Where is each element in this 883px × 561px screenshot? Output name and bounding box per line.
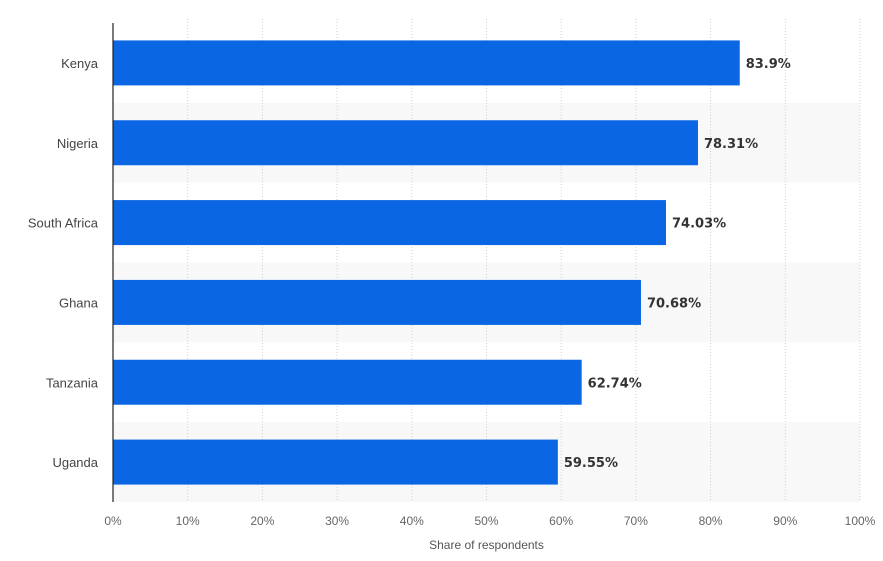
x-tick-label: 30% (325, 514, 349, 528)
x-tick-label: 20% (250, 514, 274, 528)
x-tick-label: 80% (699, 514, 723, 528)
bar (113, 200, 667, 246)
gridlines (187, 19, 861, 502)
x-tick-label: 60% (549, 514, 573, 528)
bar (113, 359, 582, 405)
value-label: 78.31% (704, 137, 758, 152)
x-axis-title: Share of respondents (429, 538, 544, 552)
x-tick-label: 0% (104, 514, 122, 528)
x-tick-label: 90% (773, 514, 797, 528)
bar (113, 439, 558, 485)
value-label: 74.03% (672, 217, 726, 232)
category-label: Kenya (61, 56, 99, 71)
category-label: Ghana (59, 295, 99, 310)
category-label: South Africa (28, 216, 99, 231)
x-tick-label: 50% (474, 514, 498, 528)
bar (113, 40, 740, 86)
category-label: Nigeria (57, 136, 99, 151)
labels: 0% 10% 20% 30% 40% 50% 60% 70% 80% 90% 100% Kenya 83… (28, 56, 876, 528)
x-tick-label: 40% (400, 514, 424, 528)
bar (113, 120, 698, 166)
value-label: 70.68% (647, 296, 701, 311)
bar (113, 279, 641, 325)
category-label: Tanzania (46, 375, 99, 390)
value-label: 59.55% (564, 456, 618, 471)
x-tick-label: 10% (176, 514, 200, 528)
bars (113, 40, 740, 485)
x-tick-label: 70% (624, 514, 648, 528)
category-label: Uganda (52, 455, 98, 470)
value-label: 83.9% (746, 57, 791, 72)
value-label: 62.74% (588, 376, 642, 391)
x-tick-label: 100% (845, 514, 876, 528)
